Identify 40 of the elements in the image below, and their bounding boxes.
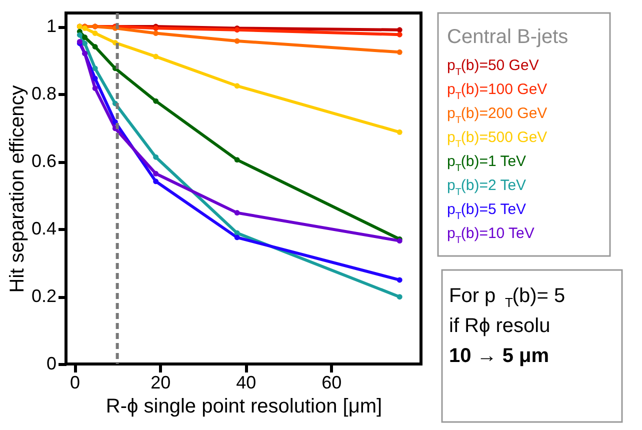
- x-tick-label: 40: [236, 372, 256, 392]
- x-tick-label: 60: [322, 372, 342, 392]
- point: [153, 54, 159, 60]
- point: [234, 210, 240, 216]
- x-axis-title: R-ϕ single point resolution [μm]: [106, 396, 382, 418]
- y-tick-label: 0: [46, 354, 56, 374]
- legend-title: Central B-jets: [447, 26, 568, 48]
- text: if Rϕ resolu: [449, 315, 550, 337]
- point: [153, 178, 159, 184]
- point: [82, 34, 88, 40]
- point: [82, 40, 88, 46]
- point: [234, 234, 240, 240]
- point: [92, 76, 98, 82]
- point: [396, 129, 402, 135]
- y-tick-label: 0.8: [31, 84, 56, 104]
- point: [396, 277, 402, 283]
- point: [153, 30, 159, 36]
- point: [234, 38, 240, 44]
- y-tick-label: 1: [46, 16, 56, 36]
- y-tick-label: 0.2: [31, 286, 56, 306]
- text: 10 → 5 μm: [449, 345, 550, 367]
- point: [92, 66, 98, 72]
- point: [396, 27, 402, 33]
- y-axis-title: Hit separation efficency: [6, 85, 28, 293]
- x-tick-label: 20: [150, 372, 171, 392]
- point: [153, 170, 159, 176]
- point: [153, 154, 159, 160]
- point: [92, 30, 98, 36]
- y-tick-label: 0.4: [31, 218, 56, 238]
- x-tick-label: 0: [70, 372, 80, 392]
- point: [92, 44, 98, 50]
- point: [396, 32, 402, 38]
- y-tick-label: 0.6: [31, 151, 56, 171]
- point: [396, 294, 402, 300]
- point: [92, 86, 98, 91]
- point: [76, 32, 82, 38]
- point: [396, 49, 402, 55]
- point: [234, 83, 240, 89]
- point: [234, 157, 240, 163]
- point: [153, 98, 159, 104]
